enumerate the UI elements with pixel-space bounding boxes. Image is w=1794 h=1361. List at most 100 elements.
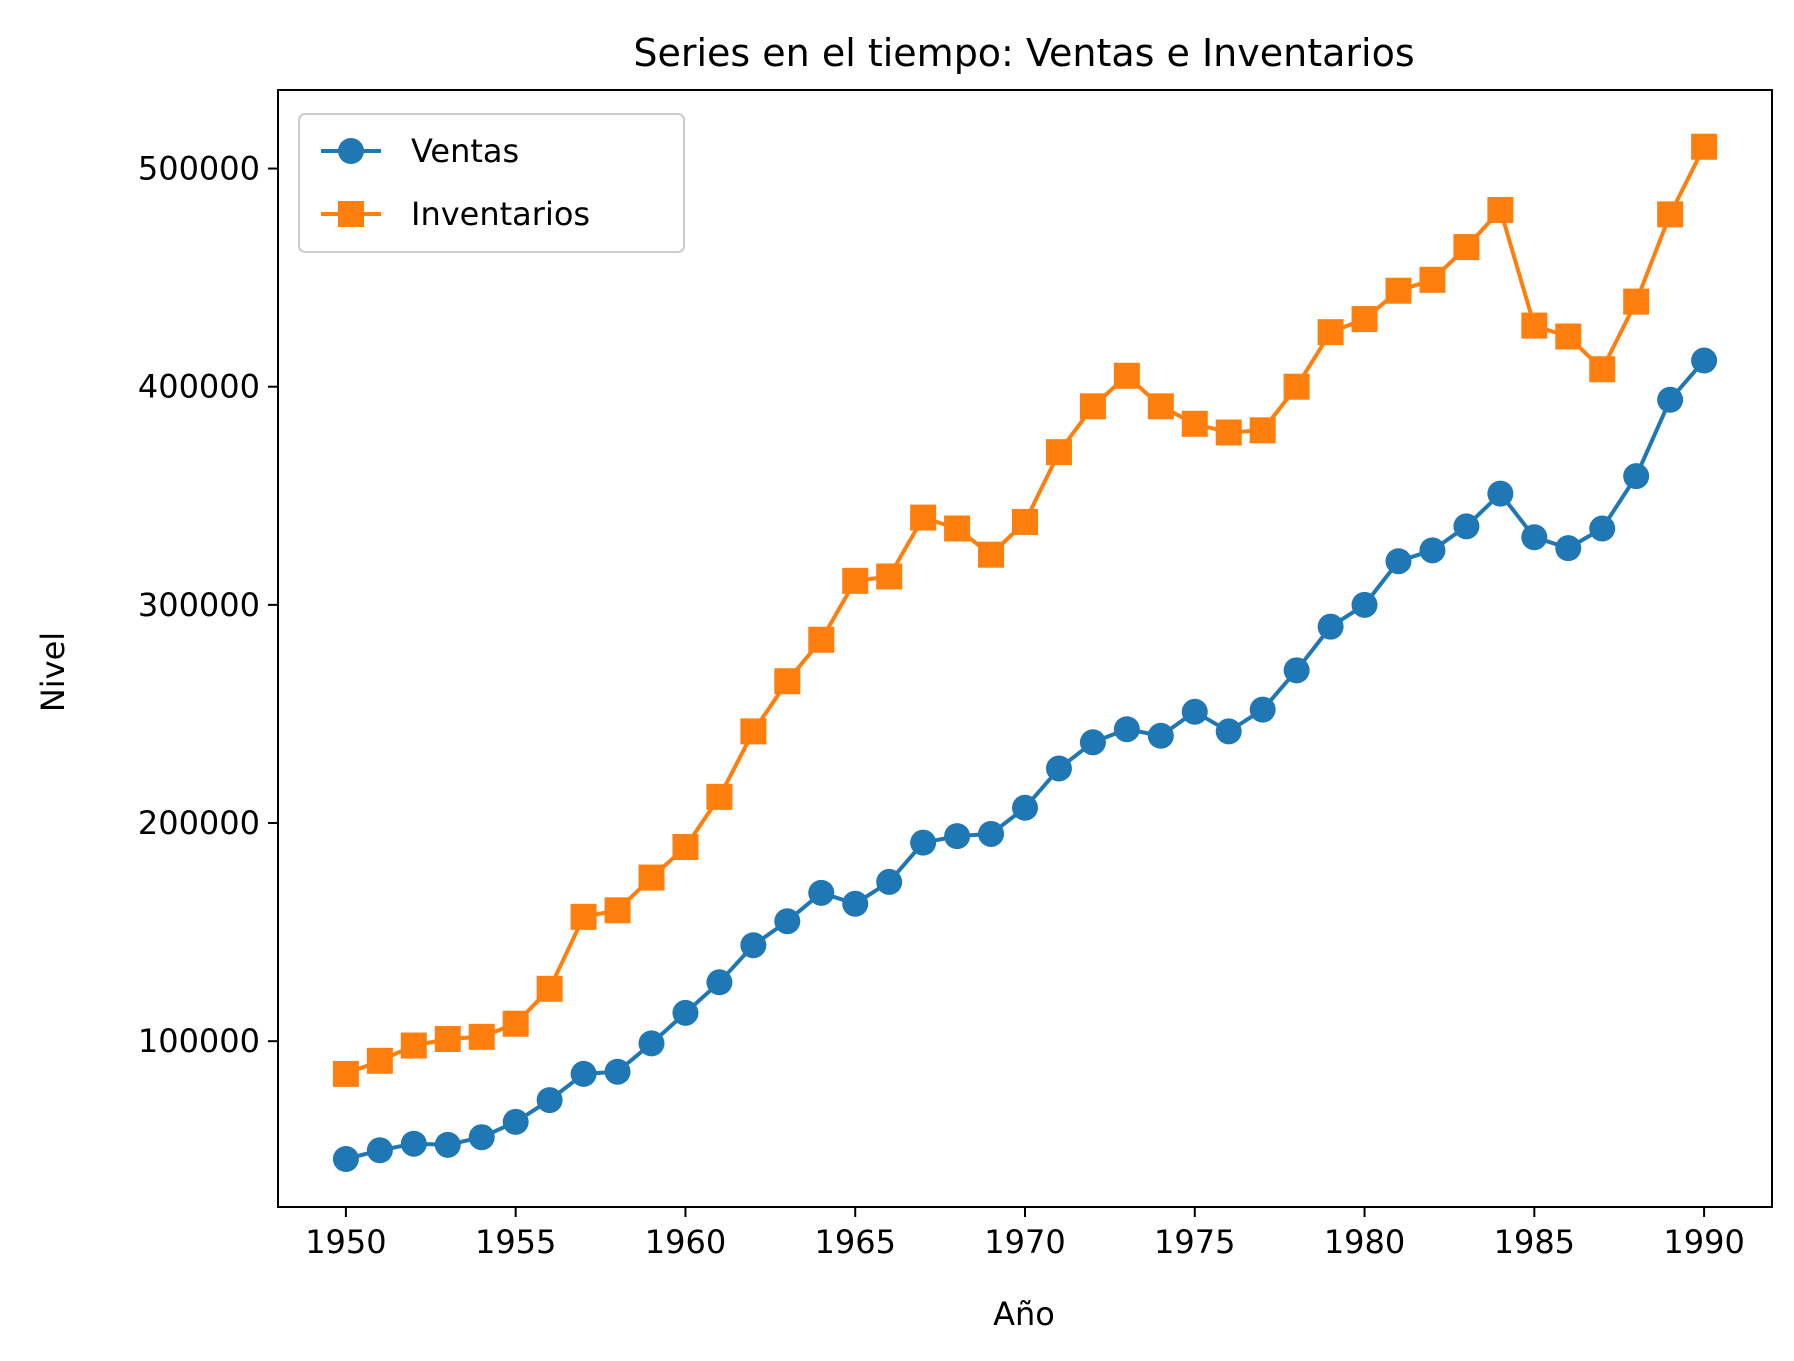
data-point-square (1691, 133, 1718, 160)
data-point-square (638, 864, 665, 891)
x-tick-label: 1980 (1324, 1223, 1405, 1261)
data-point-square (400, 1032, 427, 1059)
data-point-square (1215, 419, 1242, 446)
plot-area (332, 133, 1718, 1173)
x-tick-label: 1950 (305, 1223, 386, 1261)
x-tick-label: 1970 (984, 1223, 1065, 1261)
data-point-circle (502, 1108, 529, 1135)
data-point-circle (1385, 548, 1412, 575)
y-tick-label: 300000 (138, 586, 260, 624)
y-tick-label: 200000 (138, 804, 260, 842)
data-point-square (706, 783, 733, 810)
data-point-square (434, 1026, 461, 1053)
data-point-circle (366, 1137, 393, 1164)
data-point-circle (1555, 535, 1582, 562)
data-point-square (876, 563, 903, 590)
data-point-circle (1147, 722, 1174, 749)
data-point-square (1385, 277, 1412, 304)
data-point-square (1079, 393, 1106, 420)
data-point-circle (706, 969, 733, 996)
data-point-circle (1249, 696, 1276, 723)
x-tick-label: 1965 (815, 1223, 896, 1261)
x-tick-label: 1975 (1154, 1223, 1235, 1261)
data-point-circle (1521, 524, 1548, 551)
data-point-square (1147, 393, 1174, 420)
x-tick-label: 1955 (475, 1223, 556, 1261)
y-tick-label: 400000 (138, 368, 260, 406)
legend-box (298, 113, 685, 253)
data-point-square (944, 515, 971, 542)
data-point-circle (1487, 480, 1514, 507)
data-point-square (1419, 266, 1446, 293)
data-point-square (1453, 234, 1480, 261)
x-tick-label: 1985 (1494, 1223, 1575, 1261)
legend-label: Inventarios (411, 195, 590, 233)
data-point-square (1113, 362, 1140, 389)
data-point-square (1487, 196, 1514, 223)
data-point-circle (1691, 347, 1718, 374)
data-point-square (1589, 356, 1616, 383)
data-point-circle (1657, 386, 1684, 413)
data-point-circle (400, 1130, 427, 1157)
data-point-circle (978, 820, 1005, 847)
data-point-circle (1215, 718, 1242, 745)
data-point-square (1317, 319, 1344, 346)
data-point-square (366, 1047, 393, 1074)
data-point-circle (570, 1060, 597, 1087)
data-point-square (1283, 373, 1310, 400)
axes: 1950 1955 1960 1965 1970 1975 1980 1985 1990 1000… (138, 89, 1773, 1261)
data-point-square (672, 834, 699, 861)
data-point-circle (1453, 513, 1480, 540)
data-point-square (1657, 201, 1684, 228)
data-point-circle (536, 1087, 563, 1114)
data-point-circle (1317, 613, 1344, 640)
data-point-circle (604, 1058, 631, 1085)
data-point-circle (1012, 794, 1038, 821)
x-tick-label: 1960 (645, 1223, 726, 1261)
data-point-square (1351, 306, 1378, 333)
y-tick-label: 100000 (138, 1022, 260, 1060)
data-point-circle (1351, 591, 1378, 618)
data-point-circle (740, 932, 767, 959)
y-axis-label: Nivel (34, 632, 72, 712)
data-point-circle (1623, 463, 1650, 490)
data-point-circle (1419, 537, 1446, 564)
legend-marker-square (338, 201, 364, 227)
data-point-circle (1283, 657, 1310, 684)
data-point-square (1181, 410, 1208, 437)
data-point-circle (1079, 729, 1106, 756)
data-point-circle (808, 879, 835, 906)
data-point-square (808, 626, 835, 653)
data-point-square (1045, 439, 1072, 466)
data-point-circle (774, 908, 801, 935)
data-point-circle (1113, 716, 1140, 743)
data-point-circle (1045, 755, 1072, 782)
legend-label: Ventas (411, 132, 519, 170)
data-point-square (774, 668, 801, 695)
data-point-square (570, 903, 597, 930)
data-point-square (604, 897, 631, 924)
data-point-square (502, 1010, 529, 1037)
data-point-circle (332, 1146, 359, 1173)
x-axis-label: Año (993, 1295, 1055, 1333)
data-point-square (740, 718, 767, 745)
data-point-circle (468, 1124, 495, 1151)
data-point-square (910, 504, 937, 531)
data-point-square (468, 1023, 495, 1050)
data-point-circle (434, 1131, 461, 1158)
data-point-circle (1181, 698, 1208, 725)
y-tick-label: 500000 (138, 150, 260, 188)
data-point-circle (910, 829, 937, 856)
data-point-circle (842, 890, 869, 917)
data-point-circle (672, 999, 699, 1026)
legend: Ventas Inventarios (298, 113, 685, 253)
data-point-circle (944, 823, 971, 850)
data-point-square (1521, 312, 1548, 339)
data-point-square (332, 1060, 359, 1087)
data-point-circle (876, 868, 903, 895)
data-point-circle (1589, 515, 1616, 542)
legend-marker-circle (338, 138, 364, 164)
data-point-square (1555, 323, 1582, 350)
